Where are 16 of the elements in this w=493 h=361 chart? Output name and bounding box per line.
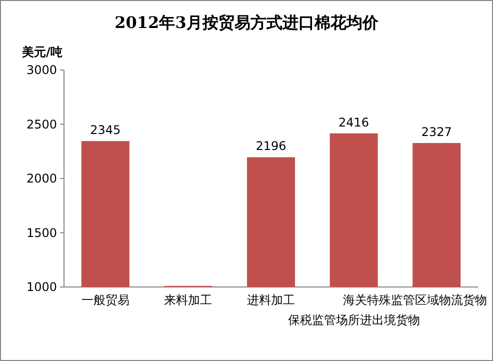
data-label: 2196 — [256, 139, 286, 154]
x-tick-label: 保税监管场所进出境货物 — [288, 313, 420, 327]
x-tick-label: 海关特殊监管区域物流货物 — [343, 293, 487, 307]
y-tick-label: 3000 — [26, 63, 57, 77]
x-tick-label: 进料加工 — [247, 293, 295, 307]
y-tick-label: 1000 — [26, 280, 57, 294]
y-axis-title: 美元/吨 — [21, 45, 62, 59]
y-tick-label: 2500 — [26, 117, 57, 132]
data-label: 2327 — [421, 125, 452, 140]
x-tick-label: 来料加工 — [164, 293, 212, 307]
chart-title: 2012年3月按贸易方式进口棉花均价 — [114, 13, 380, 32]
x-tick-label: 一般贸易 — [81, 293, 130, 307]
data-label: 2416 — [338, 115, 370, 130]
y-tick-label: 1500 — [26, 226, 57, 240]
y-tick-label: 2000 — [26, 172, 57, 186]
data-label: 2345 — [90, 123, 121, 138]
